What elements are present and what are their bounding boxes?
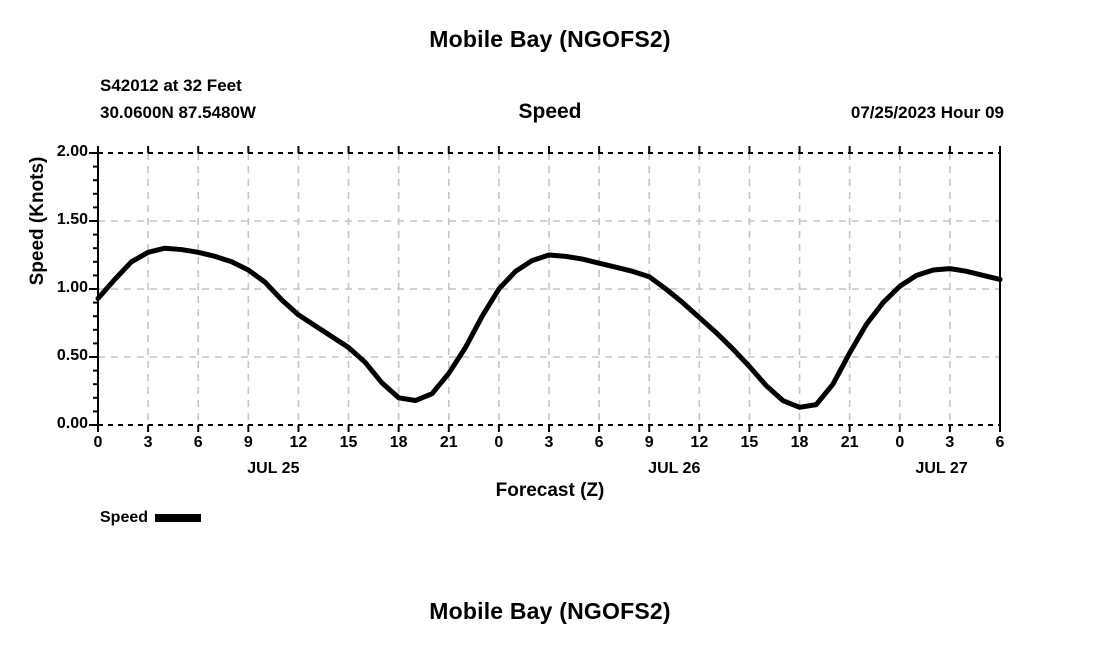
station-id-label: S42012 at 32 Feet [100, 76, 242, 95]
x-tick-label: 18 [389, 434, 408, 451]
x-tick-label: 15 [339, 434, 358, 451]
x-axis-day-label: JUL 25 [247, 460, 300, 477]
y-tick-label: 1.50 [56, 211, 88, 228]
x-axis-day-label: JUL 27 [915, 460, 968, 477]
y-tick-label: 0.50 [56, 347, 88, 364]
x-tick-label: 0 [93, 434, 103, 451]
x-tick-label: 15 [740, 434, 759, 451]
x-tick-label: 0 [895, 434, 905, 451]
footer-title: Mobile Bay (NGOFS2) [429, 598, 671, 624]
page-title: Mobile Bay (NGOFS2) [429, 26, 671, 52]
y-tick-label: 2.00 [56, 143, 88, 160]
x-tick-label: 6 [193, 434, 203, 451]
legend-swatch-speed [155, 514, 202, 522]
x-tick-label: 12 [690, 434, 709, 451]
x-tick-label: 3 [544, 434, 554, 451]
x-tick-label: 9 [644, 434, 654, 451]
forecast-timestamp-label: 07/25/2023 Hour 09 [850, 103, 1004, 122]
x-axis-day-label: JUL 26 [648, 460, 701, 477]
x-tick-label: 0 [494, 434, 504, 451]
x-tick-label: 12 [289, 434, 308, 451]
legend: Speed [100, 509, 202, 527]
legend-label-speed: Speed [100, 509, 149, 526]
x-tick-label: 21 [439, 434, 458, 451]
x-tick-label: 21 [840, 434, 859, 451]
station-coordinates-label: 30.0600N 87.5480W [100, 103, 256, 122]
x-tick-label: 3 [945, 434, 955, 451]
x-axis-title: Forecast (Z) [495, 480, 605, 501]
y-tick-label: 0.00 [56, 415, 88, 432]
x-tick-label: 3 [143, 434, 153, 451]
x-tick-label: 6 [995, 434, 1005, 451]
x-tick-label: 6 [594, 434, 604, 451]
y-tick-label: 1.00 [56, 279, 88, 296]
chart-subtitle: Speed [518, 100, 582, 123]
x-tick-label: 18 [790, 434, 809, 451]
x-tick-label: 9 [243, 434, 253, 451]
